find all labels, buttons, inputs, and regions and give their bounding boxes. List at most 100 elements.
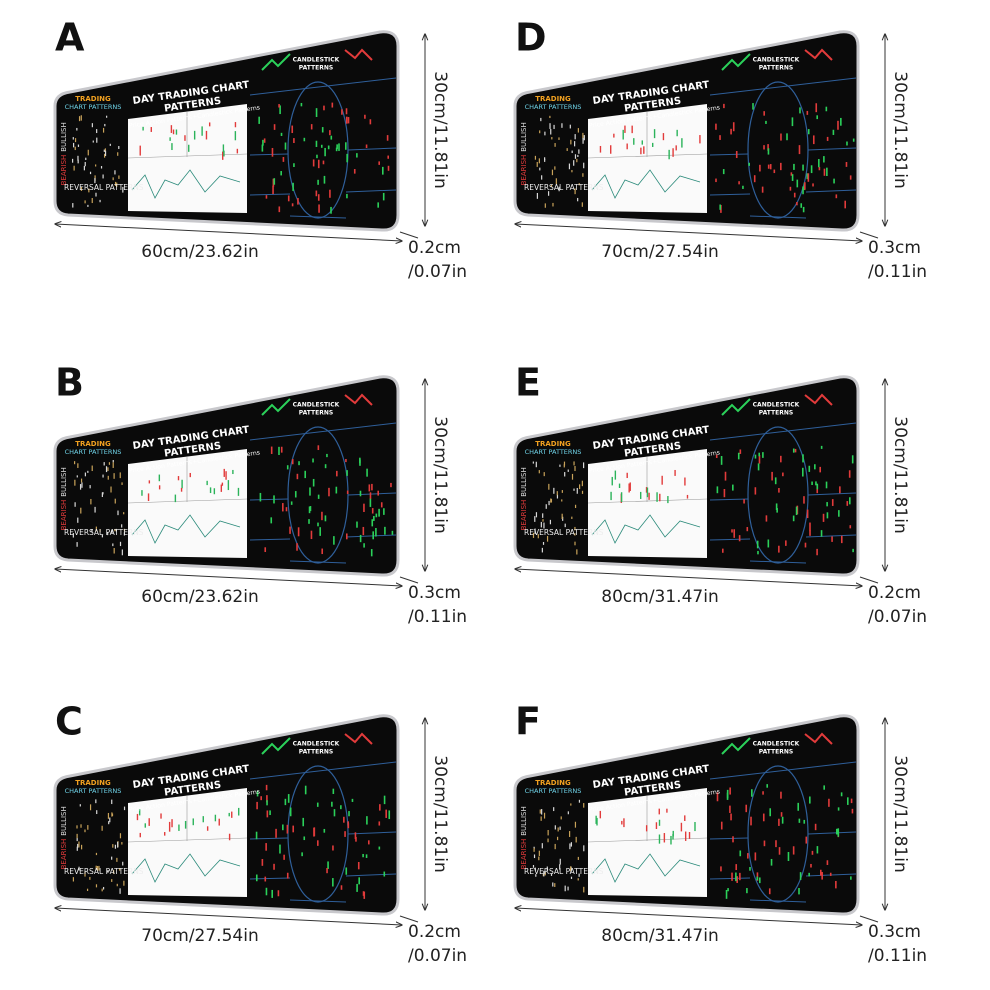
mat-candle — [732, 484, 734, 491]
mat-candle — [303, 836, 306, 841]
mat-candle — [798, 818, 801, 823]
mat-candle — [798, 145, 801, 155]
mat-candle — [375, 513, 378, 518]
mat-candle — [232, 469, 234, 475]
mat-candle — [532, 865, 535, 868]
mat-candle-title: CANDLESTICK — [753, 741, 800, 748]
height-label: 30cm/11.81in — [430, 416, 450, 533]
mat-candle — [309, 506, 312, 512]
mat-outline — [709, 77, 857, 219]
mat-candle — [340, 885, 343, 890]
mat-candle — [819, 466, 822, 473]
mat-arrow-icon — [721, 53, 751, 71]
mat-candle — [543, 812, 546, 819]
mat-candle — [595, 815, 597, 824]
thickness-in: /0.11in — [408, 607, 467, 627]
mat-candle — [74, 146, 76, 151]
mat-candle — [564, 523, 566, 528]
mat-candle — [620, 492, 623, 503]
mat-candle — [839, 486, 841, 494]
mat-candle — [95, 526, 97, 532]
mat-candle-title: PATTERNS — [759, 65, 793, 72]
mat-candle — [102, 886, 105, 890]
mat-candle — [208, 122, 211, 127]
mat-candle — [583, 845, 585, 852]
mat-candle — [751, 789, 753, 797]
mat-candle — [816, 483, 819, 490]
mat-candle — [335, 147, 338, 152]
mat-candle — [543, 522, 545, 529]
mat-divider — [127, 153, 248, 159]
mat-candle — [117, 841, 119, 848]
mat-candle — [112, 460, 114, 463]
mat-candle — [136, 813, 139, 821]
width-label: 80cm/31.47in — [601, 926, 718, 946]
mat-candle — [356, 883, 358, 892]
mat-candle — [80, 478, 83, 483]
mat-candle — [317, 445, 320, 451]
mat-candle — [273, 124, 276, 130]
mat-candle — [672, 830, 674, 837]
mat-candle — [332, 788, 335, 794]
mat-candle — [368, 840, 370, 845]
mat-candle — [310, 124, 313, 130]
mat-candle — [849, 175, 852, 180]
mat-candle — [91, 123, 93, 128]
mat-candle — [804, 182, 806, 190]
mat-candle — [85, 157, 87, 161]
mat-brand: TRADING — [535, 779, 571, 787]
mat-candle — [729, 787, 731, 795]
mat-candle — [139, 145, 141, 156]
thickness-leader — [399, 915, 419, 923]
mat-candle — [357, 862, 360, 870]
mat-candle — [292, 825, 295, 833]
mat-candle — [803, 819, 806, 824]
mat-candle — [791, 117, 794, 127]
mat-candle — [158, 474, 161, 482]
mat-bearish: BEARISH — [520, 500, 528, 531]
mat-candle — [781, 816, 784, 824]
mat-candle — [113, 473, 115, 479]
thickness-cm: 0.2cm — [868, 583, 921, 603]
mat-candle — [345, 108, 348, 115]
mat-candle — [757, 550, 759, 555]
mat-candle — [103, 153, 106, 158]
mat-candle — [107, 532, 109, 536]
mat-candle — [754, 454, 757, 459]
mat-candle — [383, 871, 386, 877]
mat-candle — [206, 826, 209, 831]
mat-candle — [284, 142, 287, 150]
mat-candle — [371, 483, 373, 491]
mat-candle — [745, 804, 748, 813]
mat-candle — [96, 865, 99, 871]
mat-candle — [851, 455, 854, 464]
mat-candle — [327, 145, 330, 150]
mat-candle — [812, 135, 815, 145]
mat-candle — [571, 150, 573, 154]
mat-brand: CHART PATTERNS — [65, 448, 122, 456]
mat-candle — [835, 194, 838, 199]
mat-candle — [122, 861, 124, 866]
mat-candle — [284, 798, 287, 806]
mat-candle — [123, 880, 125, 886]
mat-candle — [272, 185, 274, 195]
mat-candle — [561, 490, 563, 493]
mat-reversal: REVERSAL PATTERNS — [64, 528, 144, 537]
mat-candle — [261, 859, 264, 866]
mat-candle — [102, 127, 105, 133]
mat-candle — [72, 877, 74, 882]
mat-candle — [371, 519, 374, 527]
mat-candle — [778, 847, 781, 855]
mat-candle — [658, 808, 660, 815]
mat-candle — [105, 466, 108, 473]
mat-candle — [234, 122, 237, 128]
mat-candle — [324, 147, 326, 157]
mat-candle — [111, 799, 113, 805]
mat-divider — [127, 837, 248, 843]
mat-candle — [553, 487, 555, 494]
mat-candle — [340, 805, 342, 810]
mat-candle — [774, 477, 777, 485]
mat-candle — [574, 466, 576, 472]
height-label: 30cm/11.81in — [430, 71, 450, 188]
mat-candle — [729, 805, 731, 813]
